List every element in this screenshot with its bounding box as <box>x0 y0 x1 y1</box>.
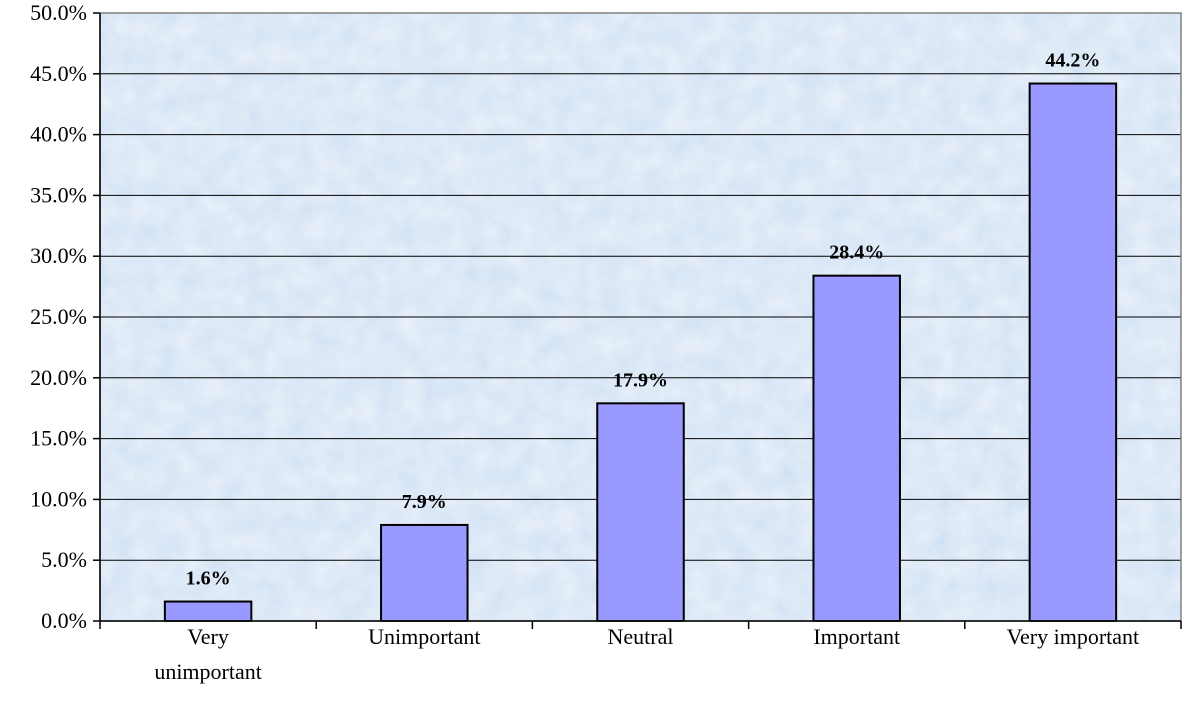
y-tick-label: 35.0% <box>30 182 87 207</box>
data-label: 44.2% <box>1045 50 1100 72</box>
bar <box>163 600 253 623</box>
bar <box>1028 82 1118 622</box>
bar <box>380 523 469 622</box>
bar <box>596 402 685 622</box>
y-tick-label: 40.0% <box>30 122 87 147</box>
x-tick-label: Very important <box>1007 624 1140 649</box>
x-axis: Very unimportant Unimportant Neutral Importa… <box>99 620 1182 684</box>
y-tick-label: 30.0% <box>30 243 87 268</box>
x-tick-label: Unimportant <box>368 624 480 649</box>
bars <box>163 82 1118 623</box>
bar <box>812 274 901 622</box>
data-labels: 1.6% 7.9% 17.9% 28.4% 44.2% <box>186 50 1101 590</box>
data-label: 17.9% <box>613 369 668 391</box>
data-label: 1.6% <box>186 568 231 590</box>
y-tick-label: 20.0% <box>30 365 87 390</box>
y-tick-label: 0.0% <box>41 608 87 633</box>
y-tick-label: 45.0% <box>30 61 87 86</box>
data-label: 28.4% <box>829 242 884 264</box>
x-tick-label: Very unimportant <box>154 624 262 684</box>
data-label: 7.9% <box>402 491 447 513</box>
y-tick-label: 15.0% <box>30 426 87 451</box>
y-tick-label: 10.0% <box>30 486 87 511</box>
y-tick-label: 50.0% <box>30 0 87 25</box>
y-tick-label: 25.0% <box>30 304 87 329</box>
x-tick-label: Neutral <box>608 624 674 649</box>
x-tick-label: Important <box>813 624 900 649</box>
y-tick-label: 5.0% <box>41 547 87 572</box>
y-axis: 0.0% 5.0% 10.0% 15.0% 20.0% 25.0% 30.0% 35.0% 40… <box>30 0 101 633</box>
